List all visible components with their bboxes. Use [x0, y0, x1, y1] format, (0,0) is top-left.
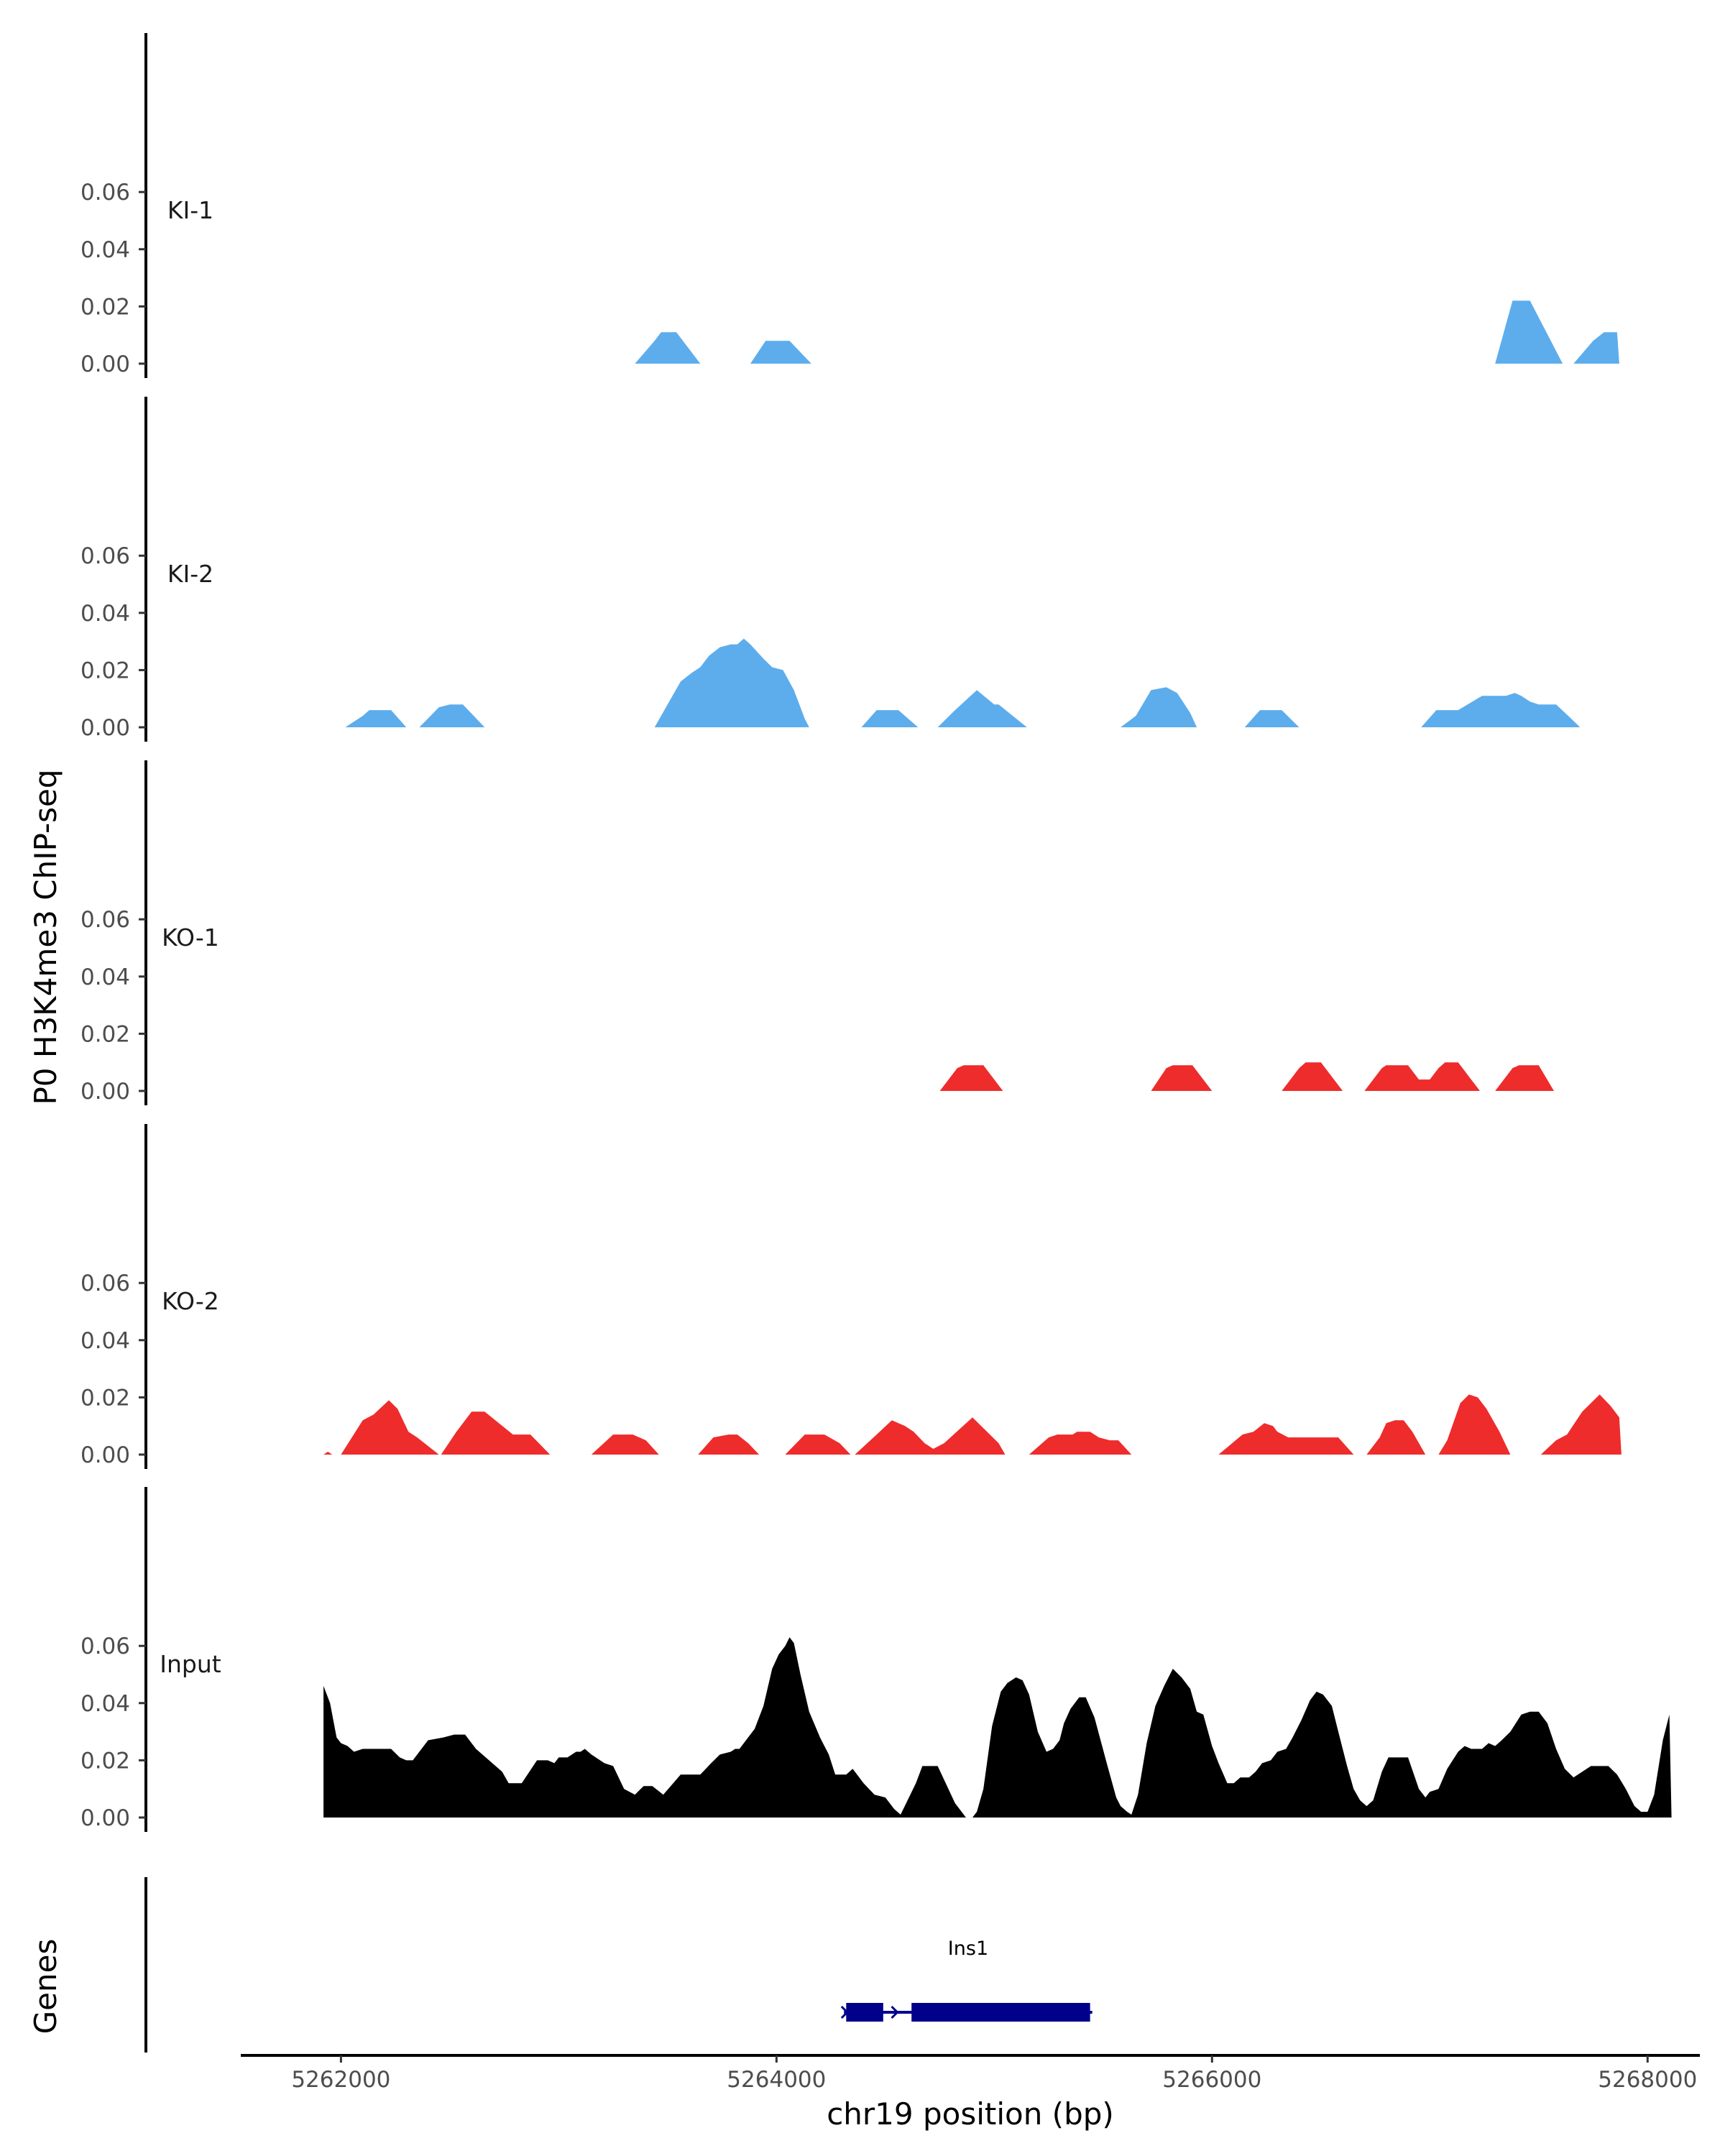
signal-area [345, 638, 1581, 727]
y-tick-label: 0.04 [80, 237, 130, 263]
y-tick-label: 0.00 [80, 1079, 130, 1105]
signal-area [635, 300, 1619, 364]
y-tick-label: 0.00 [80, 715, 130, 741]
x-tick-label: 5268000 [1598, 2067, 1697, 2093]
y-tick-label: 0.06 [80, 543, 130, 569]
x-tick-label: 5264000 [727, 2067, 826, 2093]
signal-area [939, 1062, 1554, 1091]
y-tick-label: 0.04 [80, 601, 130, 627]
x-axis: 5262000 5264000 5266000 5268000 [241, 2054, 1700, 2093]
strand-arrow-icon [891, 2005, 899, 2019]
gene-exon [846, 2003, 883, 2022]
signal-area [323, 1394, 1622, 1455]
y-tick-label: 0.02 [80, 658, 130, 683]
gene-name: Ins1 [948, 1938, 988, 1960]
x-tick-label: 5262000 [291, 2067, 390, 2093]
y-tick-label: 0.06 [80, 180, 130, 206]
track-label: Input [160, 1650, 221, 1678]
track-ko-1: 0.00 0.02 0.04 0.06 KO-1 [80, 760, 1554, 1105]
gene-ins1: Ins1 [840, 1938, 1092, 2022]
track-label: KO-1 [162, 923, 219, 952]
gene-panel-label: Genes [28, 1939, 63, 2035]
y-tick-label: 0.02 [80, 294, 130, 320]
y-tick-label: 0.00 [80, 351, 130, 377]
track-ko-2: 0.00 0.02 0.04 0.06 KO-2 [80, 1124, 1622, 1469]
y-tick-label: 0.04 [80, 1328, 130, 1354]
y-tick-label: 0.04 [80, 1691, 130, 1717]
strand-arrow-icon [840, 2005, 849, 2019]
track-ki-1: 0.00 0.02 0.04 0.06 KI-1 [80, 33, 1619, 378]
y-tick-label: 0.00 [80, 1442, 130, 1468]
signal-tracks: 0.00 0.02 0.04 0.06 KI-1 0.00 0.02 0.04 0.06 KI-2… [80, 33, 1672, 1832]
x-axis-title: chr19 position (bp) [827, 2096, 1114, 2132]
gene-exon [911, 2003, 1090, 2022]
y-tick-label: 0.02 [80, 1021, 130, 1047]
y-tick-label: 0.02 [80, 1385, 130, 1411]
x-tick-label: 5266000 [1162, 2067, 1261, 2093]
track-ki-2: 0.00 0.02 0.04 0.06 KI-2 [80, 397, 1581, 742]
y-tick-label: 0.06 [80, 1271, 130, 1296]
y-tick-label: 0.04 [80, 964, 130, 990]
track-label: KO-2 [162, 1287, 219, 1315]
y-axis-title: P0 H3K4me3 ChIP-seq [28, 769, 63, 1105]
y-tick-label: 0.00 [80, 1805, 130, 1831]
y-tick-label: 0.06 [80, 907, 130, 933]
gene-track: Genes Ins1 [28, 1877, 1092, 2053]
track-label: KI-1 [167, 196, 213, 224]
y-tick-label: 0.06 [80, 1634, 130, 1659]
y-tick-label: 0.02 [80, 1748, 130, 1774]
track-label: KI-2 [167, 560, 213, 588]
track-input: 0.00 0.02 0.04 0.06 Input [80, 1487, 1672, 1832]
signal-area [323, 1637, 1672, 1818]
